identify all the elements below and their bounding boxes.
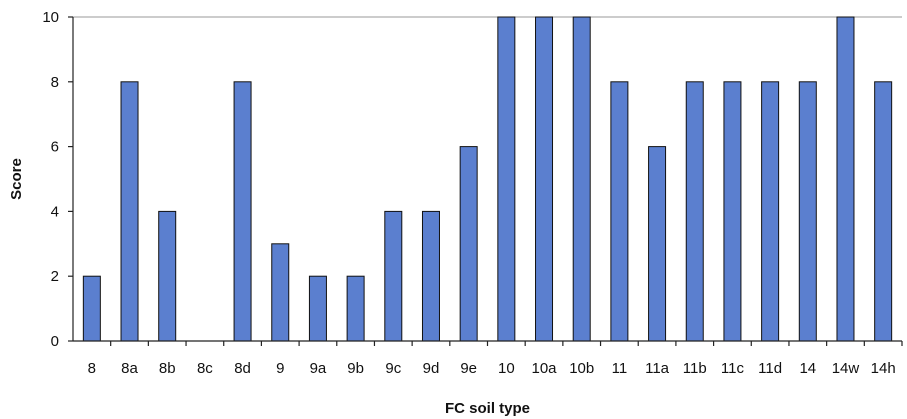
x-tick-label: 9d	[423, 360, 440, 377]
bar-10	[497, 16, 516, 342]
x-tick-label: 8d	[234, 360, 251, 377]
bar-9b	[346, 275, 365, 342]
y-tick-label: 4	[51, 203, 59, 220]
bar-11a	[648, 146, 667, 342]
bar-10b	[572, 16, 591, 342]
x-tick-label: 8c	[197, 360, 213, 377]
x-tick-label: 8a	[121, 360, 138, 377]
bar-9d	[421, 210, 440, 342]
bar-11c	[723, 81, 742, 342]
y-axis-title: Score	[8, 158, 25, 200]
bar-9e	[459, 146, 478, 342]
bar-9	[271, 243, 290, 342]
x-axis-title: FC soil type	[445, 400, 530, 417]
y-tick-label: 8	[51, 74, 59, 91]
x-tick-label: 9c	[385, 360, 401, 377]
x-tick-label: 9e	[460, 360, 477, 377]
x-axis-ticks: 8 8a 8b 8c 8d 9 9a 9b 9c 9d 9e 10 10a 10b 11 11a 11b 11c 1…	[88, 341, 903, 377]
x-tick-label: 9	[276, 360, 284, 377]
x-tick-label: 11a	[645, 360, 670, 377]
bar-10a	[535, 16, 554, 342]
bar-14	[798, 81, 817, 342]
bar-11b	[685, 81, 704, 342]
x-tick-label: 14	[799, 360, 816, 377]
x-tick-label: 11d	[758, 360, 782, 377]
y-tick-label: 0	[51, 333, 59, 350]
y-axis-ticks: 0 2 4 6 8 10	[42, 9, 73, 350]
y-tick-label: 6	[51, 139, 59, 156]
x-tick-label: 10a	[532, 360, 558, 377]
x-tick-label: 14w	[832, 360, 860, 377]
bar-14w	[836, 16, 855, 342]
y-tick-label: 2	[51, 268, 59, 285]
bar-9c	[384, 210, 403, 342]
x-tick-label: 11c	[721, 360, 745, 377]
bar-8	[82, 275, 101, 342]
bar-8a	[120, 81, 139, 342]
y-tick-label: 10	[42, 9, 59, 26]
bar-8b	[158, 210, 177, 342]
bar-11	[610, 81, 629, 342]
bars	[82, 16, 893, 342]
x-tick-label: 11	[612, 360, 628, 377]
bar-14h	[874, 81, 893, 342]
x-tick-label: 8	[88, 360, 96, 377]
x-tick-label: 14h	[871, 360, 896, 377]
x-tick-label: 8b	[159, 360, 176, 377]
bar-11d	[761, 81, 780, 342]
x-tick-label: 10	[498, 360, 515, 377]
x-tick-label: 11b	[683, 360, 707, 377]
bar-8d	[233, 81, 252, 342]
x-tick-label: 9a	[310, 360, 327, 377]
x-tick-label: 10b	[569, 360, 594, 377]
bar-9a	[308, 275, 327, 342]
x-tick-label: 9b	[347, 360, 364, 377]
